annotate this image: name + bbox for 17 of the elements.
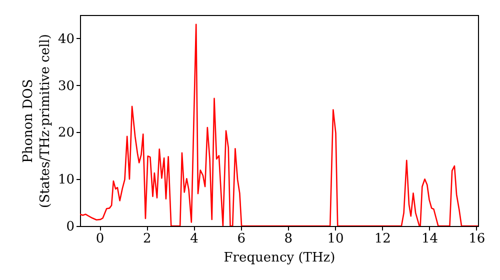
- y-tick-label: 0: [66, 220, 74, 234]
- y-tick-label: 20: [58, 126, 74, 141]
- y-tick-label: 40: [58, 32, 74, 47]
- y-tick-label: 30: [58, 78, 74, 94]
- y-axis-title: Phonon DOS (States/THz·primitive cell): [20, 34, 53, 208]
- x-tick-label: 14: [421, 232, 438, 246]
- x-tick-label: 0: [96, 232, 104, 246]
- x-axis-title: Frequency (THz): [224, 250, 336, 266]
- x-tick-label: 2: [143, 232, 152, 246]
- line-series: [80, 24, 478, 226]
- x-tick-label: 16: [468, 232, 486, 246]
- x-tick-label: 12: [374, 232, 391, 246]
- x-tick-label: 8: [284, 232, 293, 246]
- x-tick-label: 10: [327, 232, 344, 246]
- x-tick-label: 4: [190, 232, 198, 246]
- y-tick-label: 10: [58, 172, 74, 188]
- x-tick-label: 6: [237, 232, 246, 246]
